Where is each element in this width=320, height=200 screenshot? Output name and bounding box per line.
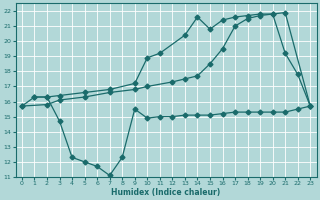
X-axis label: Humidex (Indice chaleur): Humidex (Indice chaleur): [111, 188, 221, 197]
